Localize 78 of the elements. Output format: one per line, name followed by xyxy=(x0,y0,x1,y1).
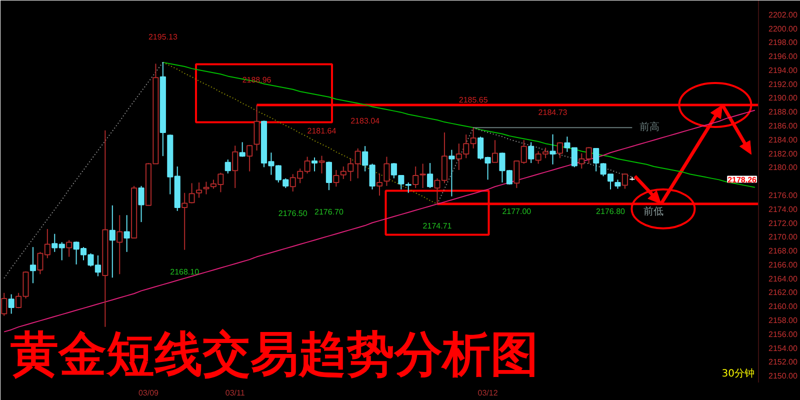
ref-line-label: 前低 xyxy=(644,205,664,218)
candlestick xyxy=(182,192,188,250)
series-label: 前高 xyxy=(639,121,660,134)
candlestick xyxy=(376,172,383,196)
y-tick-label: 2180.00 xyxy=(768,163,798,172)
y-tick-label: 2164.00 xyxy=(768,274,798,284)
y-tick-label: 2154.00 xyxy=(768,344,798,353)
candlestick xyxy=(138,185,144,223)
text: 2185.65 xyxy=(458,96,488,105)
y-tick-label: 2198.00 xyxy=(768,38,798,48)
y-tick-label: 2166.00 xyxy=(768,260,798,270)
y-tick-label: 2156.00 xyxy=(768,330,798,339)
y-tick-label: 2162.00 xyxy=(768,288,798,298)
y-tick-label: 2172.00 xyxy=(768,218,798,228)
x-tick-label: 03/09 xyxy=(138,388,160,398)
y-tick-label: 2176.00 xyxy=(768,190,798,200)
candlestick xyxy=(427,162,434,189)
candlestick xyxy=(333,169,340,188)
candlestick xyxy=(66,240,72,258)
y-tick-label: 2174.00 xyxy=(768,204,798,214)
text: 2184.73 xyxy=(538,108,568,118)
y-tick-label: 2182.00 xyxy=(768,149,798,158)
candlestick xyxy=(116,214,123,275)
candlestick xyxy=(550,134,556,165)
y-tick-label: 2202.00 xyxy=(768,10,798,20)
candlestick xyxy=(239,142,246,158)
text: 2168.10 xyxy=(170,267,200,276)
y-tick-label: 2160.00 xyxy=(768,302,798,312)
y-tick-label: 2186.00 xyxy=(768,122,798,131)
x-tick-label: 03/12 xyxy=(478,388,498,398)
y-tick-label: 2168.00 xyxy=(768,246,798,256)
y-tick-label: 2152.00 xyxy=(768,358,798,367)
text: 2176.50 xyxy=(278,208,308,218)
candlestick xyxy=(8,294,14,314)
y-tick-label: 2200.00 xyxy=(768,24,798,34)
candlestick xyxy=(196,182,202,198)
text: 2176.80 xyxy=(596,207,625,216)
candlestick xyxy=(188,182,195,204)
text: 黄金短线交易趋势分析图 xyxy=(10,326,538,382)
candlestick xyxy=(448,149,455,197)
candlestick xyxy=(318,155,325,174)
candlestick xyxy=(124,214,130,252)
candlestick xyxy=(390,162,397,179)
candlestick xyxy=(109,204,116,278)
candlestick xyxy=(614,179,621,190)
candlestick xyxy=(326,161,332,191)
y-tick-label: 2150.00 xyxy=(768,372,798,381)
y-tick-label: 2184.00 xyxy=(768,135,798,144)
candlestick xyxy=(528,142,534,164)
annotation: 30分钟 xyxy=(722,368,755,380)
candlestick xyxy=(312,156,318,172)
candlestick xyxy=(30,246,36,284)
candlestick xyxy=(224,159,231,174)
candlestick xyxy=(203,181,210,195)
candlestick xyxy=(232,145,238,189)
candlestick xyxy=(254,104,260,152)
y-tick-label: 2188.00 xyxy=(768,108,798,117)
candlestick xyxy=(384,156,390,186)
y-tick-label: 2170.00 xyxy=(768,232,798,242)
candlestick xyxy=(622,172,628,190)
line-series xyxy=(162,62,756,188)
annotation: 2178.26 xyxy=(728,175,758,184)
y-tick-label: 2196.00 xyxy=(768,52,798,62)
text: 2177.00 xyxy=(502,207,532,216)
line-series xyxy=(162,62,438,204)
candlestick xyxy=(492,140,498,163)
text: 2174.71 xyxy=(422,221,452,230)
candlestick xyxy=(556,142,564,159)
y-tick-label: 2192.00 xyxy=(768,80,798,89)
y-tick-label: 2158.00 xyxy=(768,316,798,325)
text: 2176.70 xyxy=(314,208,344,217)
text: 2195.13 xyxy=(148,32,178,42)
candlestick xyxy=(246,144,253,172)
y-tick-label: 2190.00 xyxy=(768,94,798,103)
y-tick-label: 2194.00 xyxy=(768,66,798,75)
text: 2183.04 xyxy=(350,116,380,126)
x-tick-label: 03/11 xyxy=(225,388,246,398)
text: 2181.64 xyxy=(307,126,336,136)
